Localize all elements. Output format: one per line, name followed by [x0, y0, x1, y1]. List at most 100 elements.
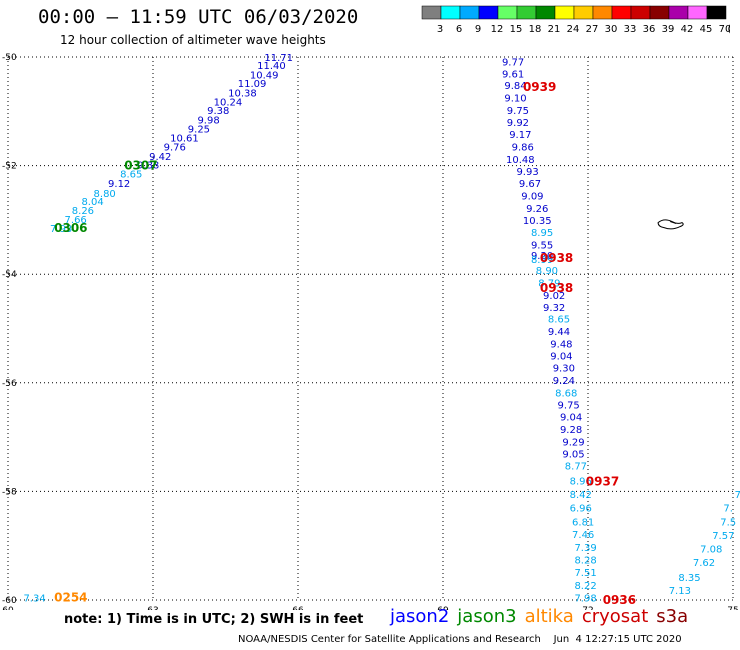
scale-tick-label: 33 [624, 24, 637, 35]
credit-line: NOAA/NESDIS Center for Satellite Applica… [238, 634, 682, 645]
scale-tick-label: 42 [681, 24, 694, 35]
y-tick-label: -56 [2, 379, 17, 389]
wave-height-label: 7.98 [574, 593, 596, 604]
wave-height-label: 9.44 [548, 327, 570, 338]
wave-height-label: 9.26 [526, 204, 548, 215]
wave-height-label: 7.51 [574, 568, 596, 579]
wave-height-label: 9.17 [509, 130, 531, 141]
wave-height-label: 7.62 [693, 558, 715, 569]
wave-height-label: 9.76 [164, 143, 186, 154]
wave-height-label: 8.90 [536, 266, 558, 277]
wave-height-label: 7. [723, 504, 733, 515]
wave-height-label: 9.30 [553, 364, 575, 375]
wave-height-label: 8.35 [678, 573, 700, 584]
footnote: note: 1) Time is in UTC; 2) SWH is in fe… [64, 612, 364, 627]
wave-height-label: 10.49 [250, 70, 279, 81]
scale-tick-label: 21 [548, 24, 561, 35]
wave-height-label: 8.77 [565, 461, 587, 472]
wave-height-label: 9.48 [550, 340, 572, 351]
wave-height-label: 9.84 [504, 81, 526, 92]
wave-height-label: 9.32 [543, 303, 565, 314]
wave-height-label: 8.68 [555, 389, 577, 400]
chart-subtitle: 12 hour collection of altimeter wave hei… [60, 33, 326, 47]
pass-time-label: 0937 [586, 475, 619, 489]
wave-height-label: 6.81 [572, 517, 594, 528]
pass-time-label: 0307 [124, 159, 157, 173]
wave-height-label: 9.02 [543, 291, 565, 302]
wave-height-label: 9.67 [519, 179, 541, 190]
wave-height-label: 8.04 [81, 197, 103, 208]
pass-time-label: 0939 [523, 80, 556, 94]
wave-height-label: 9.75 [558, 401, 580, 412]
wave-height-label: 7.39 [574, 543, 596, 554]
wave-height-label: 9.09 [521, 191, 543, 202]
wave-height-label: 9.98 [197, 115, 219, 126]
wave-height-label: 9.86 [512, 143, 534, 154]
pass-time-label: 0938 [540, 251, 573, 265]
scale-tick-label: 30 [605, 24, 618, 35]
wave-height-label: 8.96 [570, 477, 592, 488]
y-tick-label: -50 [2, 53, 17, 63]
legend-item-cryosat: cryosat [581, 606, 649, 627]
wave-height-label: 9.29 [562, 437, 584, 448]
wave-height-label: 7.08 [700, 544, 722, 555]
wave-height-label: 9.04 [550, 352, 572, 363]
wave-height-label: 6.96 [570, 504, 592, 515]
scale-swatch [706, 5, 727, 20]
wave-height-label: 10.61 [170, 133, 199, 144]
island-outline [657, 219, 684, 230]
wave-height-label: 11.40 [257, 61, 286, 72]
scale-tick-label: 6 [456, 24, 462, 35]
x-tick-label: 69 [437, 606, 449, 610]
wave-height-label: 9.20 [531, 251, 553, 262]
wave-height-label: 8.65 [120, 170, 142, 181]
scale-tick-label: 70 [719, 24, 730, 35]
wave-height-label: 8.99 [531, 255, 553, 266]
wave-height-label: 8.79 [538, 278, 560, 289]
wave-height-label: 7.46 [572, 530, 594, 541]
wave-height-label: 9.38 [207, 106, 229, 117]
y-tick-label: -52 [2, 162, 17, 172]
pass-time-label: 0254 [54, 590, 87, 604]
wave-height-label: 9.12 [108, 179, 130, 190]
wave-height-label: 11.71 [264, 53, 293, 64]
scale-tick-label: 9 [475, 24, 481, 35]
wave-height-label: 9.77 [502, 57, 524, 68]
wave-height-label: 9.25 [188, 125, 210, 136]
legend-item-jason2: jason2 [390, 606, 450, 627]
wave-height-label: 10.24 [214, 98, 243, 109]
x-tick-label: 63 [147, 606, 158, 610]
wave-height-label: 8.42 [570, 490, 592, 501]
wave-height-label: 8.26 [72, 206, 94, 217]
wave-height-label: 9.05 [562, 449, 584, 460]
wave-height-label: 7.13 [669, 586, 691, 597]
wave-height-label: 9.61 [502, 69, 524, 80]
wave-height-label: 7.5 [720, 517, 736, 528]
x-tick-label: 66 [292, 606, 304, 610]
y-tick-label: -60 [2, 596, 17, 606]
plot-area: 606366697275-50-52-54-56-58-607.937.668.… [2, 53, 740, 610]
wave-height-label: 7.66 [65, 215, 87, 226]
y-tick-label: -54 [2, 270, 17, 280]
wave-height-label: 8.65 [548, 315, 570, 326]
scale-tick-label: 15 [510, 24, 523, 35]
wave-height-label: 9.04 [560, 412, 582, 423]
y-tick-label: -58 [2, 487, 17, 497]
wave-height-label: 10.35 [523, 216, 552, 227]
scale-tick-label: 36 [643, 24, 656, 35]
wave-height-label: 9.92 [507, 118, 529, 129]
wave-height-label: 7.57 [712, 531, 734, 542]
wave-height-label: 9.75 [507, 106, 529, 117]
wave-height-label: 8.80 [94, 189, 116, 200]
chart-title: 00:00 – 11:59 UTC 06/03/2020 [38, 6, 359, 28]
scale-tick-label: 3 [437, 24, 443, 35]
wave-height-label: 7.93 [50, 224, 72, 235]
legend-item-altika: altika [524, 606, 574, 627]
legend-item-s3a: s3a [656, 606, 689, 627]
wave-height-label: 9.93 [516, 167, 538, 178]
wave-height-label: 8.22 [574, 581, 596, 592]
pass-time-label: 0936 [603, 593, 636, 607]
scale-tick-label: 27 [586, 24, 599, 35]
x-tick-label: 60 [2, 606, 14, 610]
